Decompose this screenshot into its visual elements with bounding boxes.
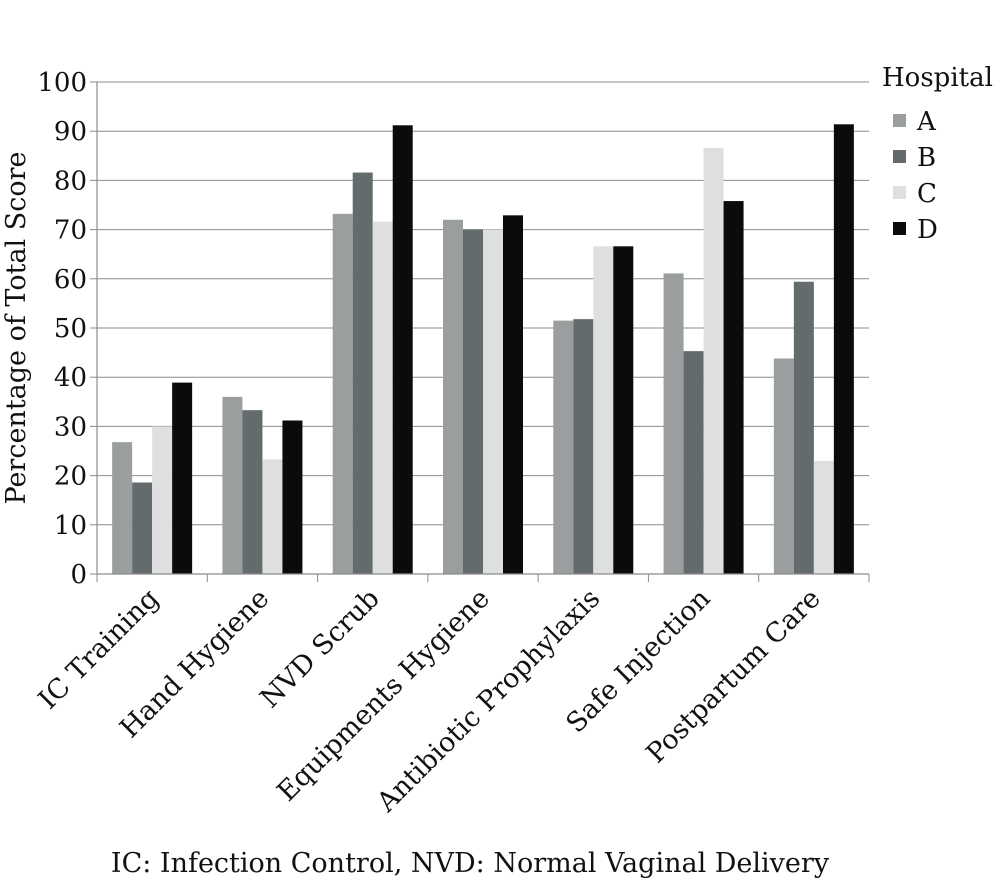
legend-swatch-c: [893, 186, 906, 199]
bar-b-0: [132, 482, 153, 574]
bar-c-3: [483, 229, 503, 574]
legend-label-a: A: [916, 107, 937, 137]
y-tick-label: 90: [54, 117, 87, 147]
bar-a-2: [332, 213, 353, 574]
bar-b-2: [352, 172, 373, 574]
y-tick-label: 30: [54, 412, 87, 442]
bar-b-1: [242, 410, 263, 574]
y-tick-label: 50: [54, 314, 87, 344]
y-tick-label: 40: [54, 363, 87, 393]
bar-c-6: [813, 460, 834, 574]
bar-d-2: [392, 125, 413, 575]
bar-a-5: [663, 273, 684, 574]
bar-d-6: [833, 124, 854, 574]
bar-a-0: [112, 442, 133, 574]
y-tick-label: 0: [70, 560, 87, 590]
bars: [112, 124, 854, 575]
y-tick-label: 20: [54, 462, 87, 492]
footnote: IC: Infection Control, NVD: Normal Vagin…: [110, 848, 830, 879]
bar-d-1: [282, 420, 303, 574]
y-tick-label: 70: [54, 216, 87, 246]
bar-a-4: [553, 320, 574, 574]
y-axis-ticks: 0 10 20 30 40 50 60 70 80 90 100: [37, 68, 97, 590]
y-axis-label: Percentage of Total Score: [1, 151, 32, 504]
bar-c-4: [593, 246, 614, 574]
legend-swatch-b: [893, 150, 906, 163]
bar-b-6: [793, 281, 814, 574]
y-tick-label: 80: [54, 166, 87, 196]
axes: [96, 82, 869, 575]
legend-label-b: B: [917, 143, 936, 173]
legend-swatch-d: [893, 222, 906, 235]
y-tick-label: 100: [37, 68, 87, 98]
bar-c-0: [152, 426, 173, 574]
bar-a-3: [443, 219, 463, 574]
bar-a-6: [773, 358, 794, 574]
bar-c-1: [262, 459, 283, 574]
x-tick-label: Equipments Hygiene: [271, 583, 496, 808]
bar-d-4: [613, 246, 634, 574]
bar-d-0: [172, 382, 193, 574]
legend-title: Hospital: [882, 63, 993, 93]
bar-c-2: [372, 221, 393, 574]
legend-label-c: C: [917, 179, 937, 209]
bar-d-3: [503, 215, 523, 574]
bar-b-4: [573, 319, 594, 574]
bar-b-5: [683, 351, 704, 574]
x-tick-label: Antibiotic Prophylaxis: [370, 583, 606, 819]
bar-a-1: [222, 396, 243, 574]
y-tick-label: 10: [54, 511, 87, 541]
legend-swatch-a: [893, 114, 906, 127]
bar-c-5: [703, 147, 724, 575]
bar-b-3: [463, 229, 483, 574]
bar-d-5: [723, 201, 744, 574]
legend-label-d: D: [917, 215, 938, 245]
y-tick-label: 60: [54, 265, 87, 295]
